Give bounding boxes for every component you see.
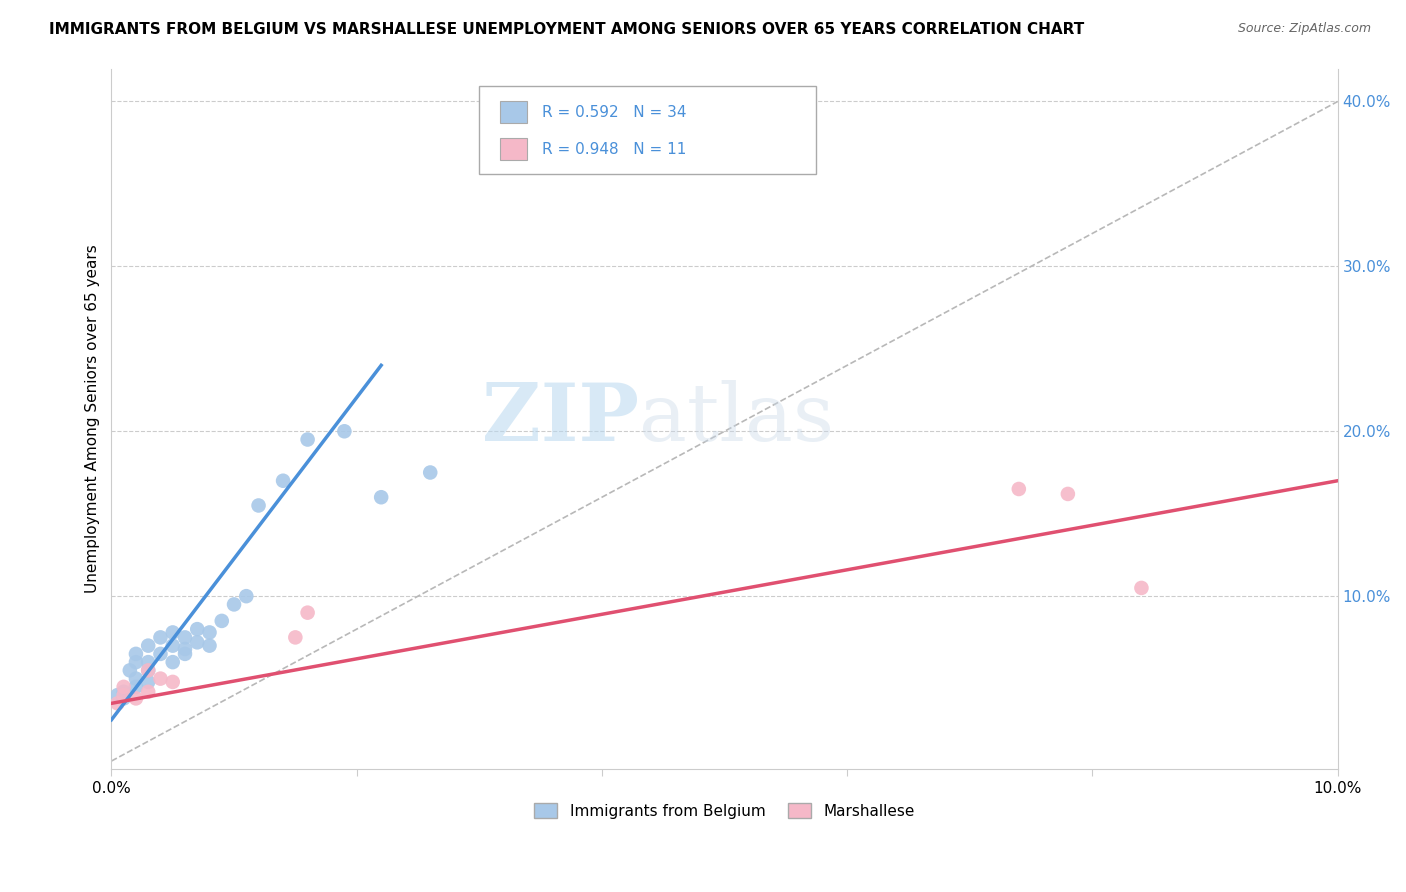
Y-axis label: Unemployment Among Seniors over 65 years: Unemployment Among Seniors over 65 years — [86, 244, 100, 593]
Point — [297, 433, 319, 447]
Point — [136, 655, 159, 669]
Point — [107, 697, 129, 711]
FancyBboxPatch shape — [479, 86, 817, 174]
Point — [1008, 482, 1031, 496]
Point — [125, 655, 148, 669]
Point — [186, 622, 208, 636]
Point — [162, 655, 184, 669]
Point — [112, 688, 135, 702]
Text: R = 0.948   N = 11: R = 0.948 N = 11 — [541, 142, 686, 157]
Point — [211, 614, 233, 628]
Point — [162, 639, 184, 653]
Point — [112, 691, 135, 706]
Point — [284, 631, 307, 645]
Point — [149, 631, 172, 645]
Text: ZIP: ZIP — [482, 380, 638, 458]
Point — [222, 598, 245, 612]
Text: IMMIGRANTS FROM BELGIUM VS MARSHALLESE UNEMPLOYMENT AMONG SENIORS OVER 65 YEARS : IMMIGRANTS FROM BELGIUM VS MARSHALLESE U… — [49, 22, 1084, 37]
Point — [125, 691, 148, 706]
Point — [186, 635, 208, 649]
Point — [567, 161, 589, 175]
FancyBboxPatch shape — [501, 138, 527, 161]
Point — [149, 672, 172, 686]
Text: Source: ZipAtlas.com: Source: ZipAtlas.com — [1237, 22, 1371, 36]
Point — [235, 589, 257, 603]
Point — [125, 680, 148, 694]
Point — [118, 664, 141, 678]
Point — [125, 647, 148, 661]
Text: atlas: atlas — [638, 380, 834, 458]
Point — [136, 664, 159, 678]
Point — [1057, 487, 1080, 501]
Point — [136, 685, 159, 699]
Point — [112, 680, 135, 694]
Point — [162, 625, 184, 640]
Point — [271, 474, 294, 488]
Point — [297, 606, 319, 620]
Point — [162, 674, 184, 689]
Point — [1130, 581, 1153, 595]
Point — [419, 466, 441, 480]
Point — [333, 424, 356, 438]
Point — [149, 647, 172, 661]
FancyBboxPatch shape — [501, 101, 527, 123]
Point — [174, 647, 197, 661]
Point — [174, 642, 197, 657]
Point — [112, 685, 135, 699]
Point — [198, 625, 221, 640]
Point — [136, 664, 159, 678]
Point — [136, 674, 159, 689]
Legend: Immigrants from Belgium, Marshallese: Immigrants from Belgium, Marshallese — [529, 797, 921, 825]
Point — [125, 672, 148, 686]
Point — [136, 639, 159, 653]
Point — [198, 639, 221, 653]
Point — [370, 490, 392, 504]
Point — [174, 631, 197, 645]
Point — [107, 688, 129, 702]
Point — [247, 499, 270, 513]
Text: R = 0.592   N = 34: R = 0.592 N = 34 — [541, 104, 686, 120]
